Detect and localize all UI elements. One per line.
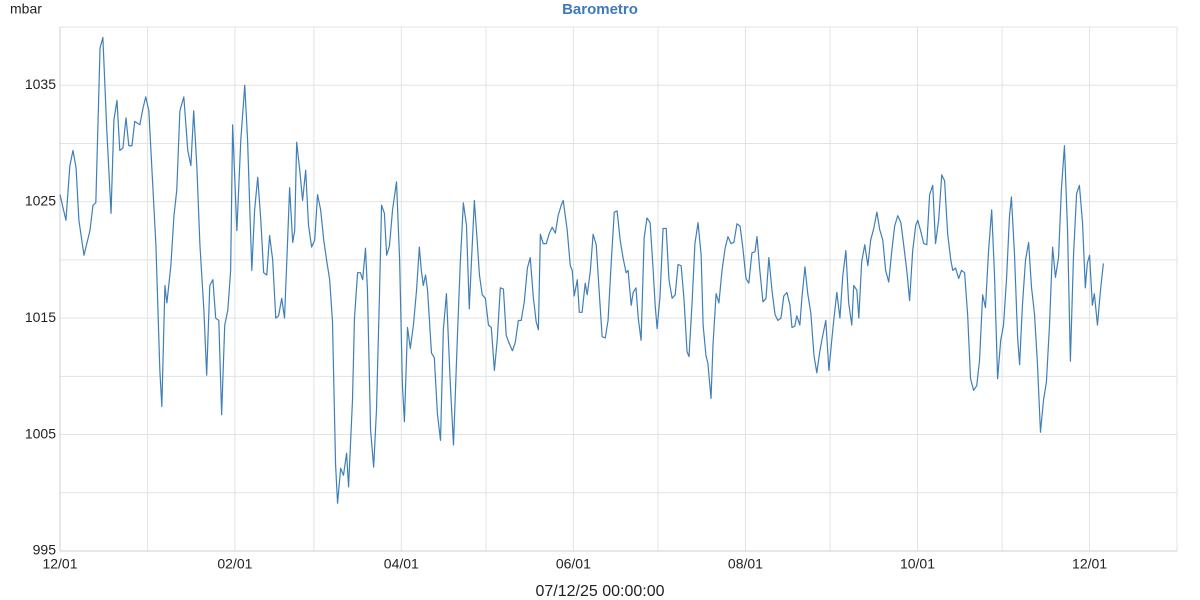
x-tick-label: 12/01 xyxy=(1072,556,1107,572)
y-tick-label: 1025 xyxy=(25,192,56,208)
x-tick-label: 02/01 xyxy=(217,556,252,572)
y-tick-label: 1035 xyxy=(25,76,56,92)
x-tick-label: 04/01 xyxy=(384,556,419,572)
x-tick-label: 10/01 xyxy=(900,556,935,572)
y-tick-label: 1015 xyxy=(25,309,56,325)
y-tick-label: 995 xyxy=(33,542,57,558)
data-line xyxy=(59,36,1104,504)
x-axis-label: 07/12/25 00:00:00 xyxy=(535,583,664,600)
y-tick-label: 1005 xyxy=(25,425,56,441)
x-tick-label: 12/01 xyxy=(42,556,77,572)
x-tick-label: 06/01 xyxy=(556,556,591,572)
chart-title: Barometro xyxy=(562,1,638,18)
x-tick-label: 08/01 xyxy=(728,556,763,572)
y-axis-label: mbar xyxy=(10,1,42,17)
